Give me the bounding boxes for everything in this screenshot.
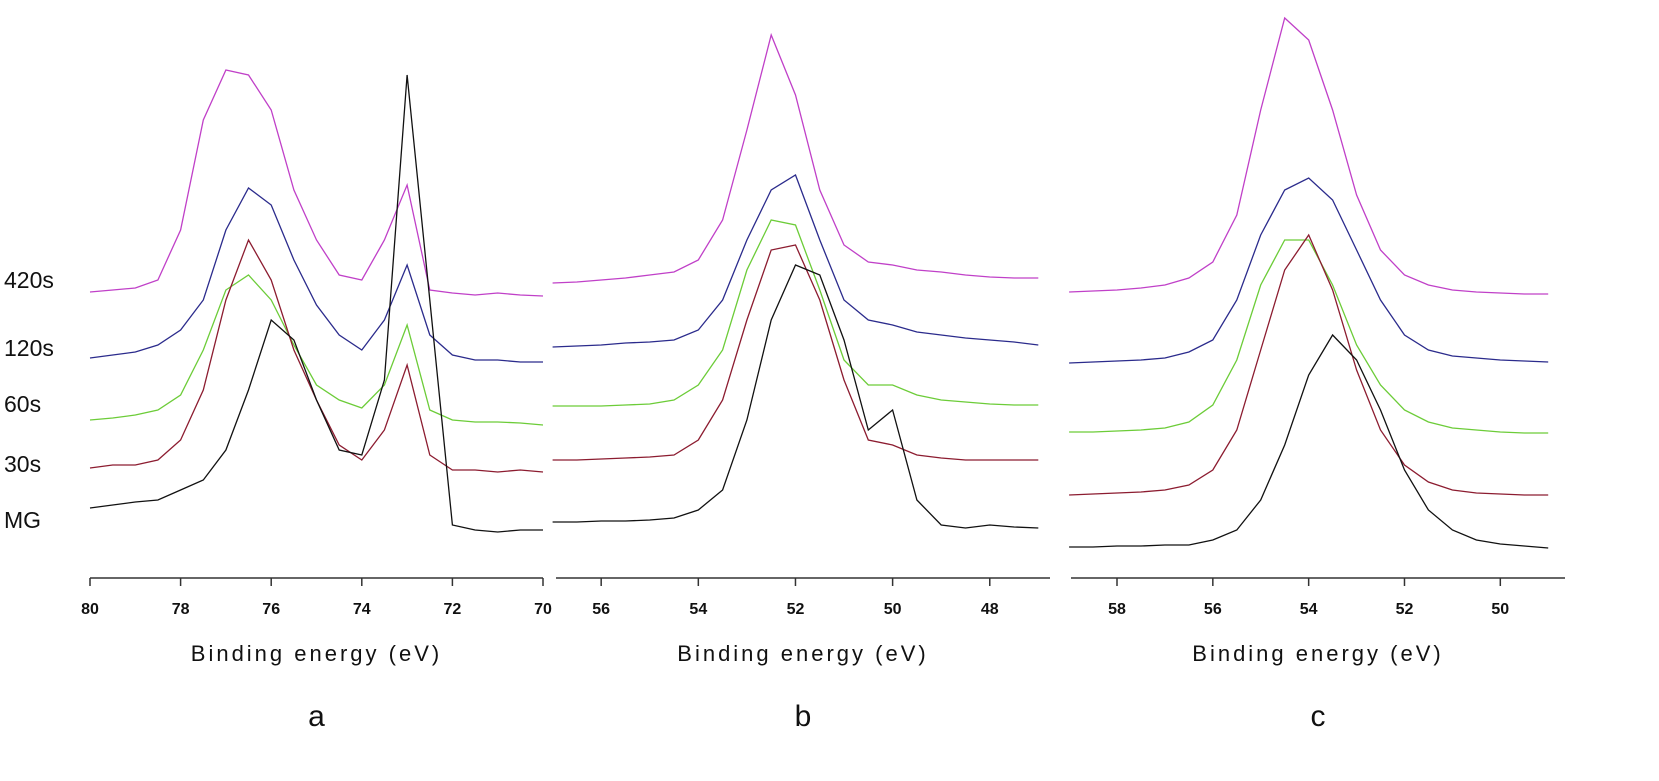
spectrum-line: [1069, 233, 1549, 496]
x-tick-label: 54: [689, 601, 707, 618]
legend-label: 420s: [4, 267, 54, 293]
spectrum-line: [1069, 177, 1549, 364]
x-tick-label: 52: [1396, 601, 1414, 618]
panel-label: c: [1311, 700, 1326, 733]
panel-label: b: [795, 700, 812, 733]
x-tick-label: 72: [444, 601, 462, 618]
x-tick-label: 78: [172, 601, 190, 618]
spectrum-line: [89, 274, 544, 426]
spectrum-line: [552, 32, 1039, 284]
x-tick-label: 54: [1300, 601, 1318, 618]
legend-label: MG: [4, 507, 41, 533]
x-axis-label: Binding energy (eV): [191, 641, 442, 666]
x-tick-label: 58: [1108, 601, 1126, 618]
spectrum-line: [552, 244, 1039, 461]
spectrum-line: [552, 219, 1039, 407]
x-tick-label: 50: [884, 601, 902, 618]
spectrum-line: [1069, 333, 1549, 549]
spectrum-line: [89, 74, 543, 533]
x-axis-label: Binding energy (eV): [677, 641, 928, 666]
spectrum-line: [1069, 239, 1549, 434]
x-tick-label: 50: [1491, 601, 1509, 618]
x-tick-label: 48: [981, 601, 999, 618]
spectrum-line: [89, 187, 543, 363]
x-axis-label: Binding energy (eV): [1192, 641, 1443, 666]
spectrum-line: [552, 174, 1039, 348]
x-tick-label: 56: [592, 601, 610, 618]
x-tick-label: 76: [262, 601, 280, 618]
spectrum-line: [552, 264, 1039, 529]
x-tick-label: 74: [353, 601, 371, 618]
spectrum-line: [89, 238, 544, 473]
panel-label: a: [308, 700, 325, 733]
x-tick-label: 80: [81, 601, 99, 618]
spectrum-line: [89, 69, 544, 297]
x-tick-label: 52: [787, 601, 805, 618]
legend-label: 120s: [4, 335, 54, 361]
x-tick-label: 56: [1204, 601, 1222, 618]
legend-label: 30s: [4, 451, 41, 477]
x-tick-label: 70: [534, 601, 552, 618]
spectrum-line: [1069, 16, 1549, 295]
legend-label: 60s: [4, 391, 41, 417]
